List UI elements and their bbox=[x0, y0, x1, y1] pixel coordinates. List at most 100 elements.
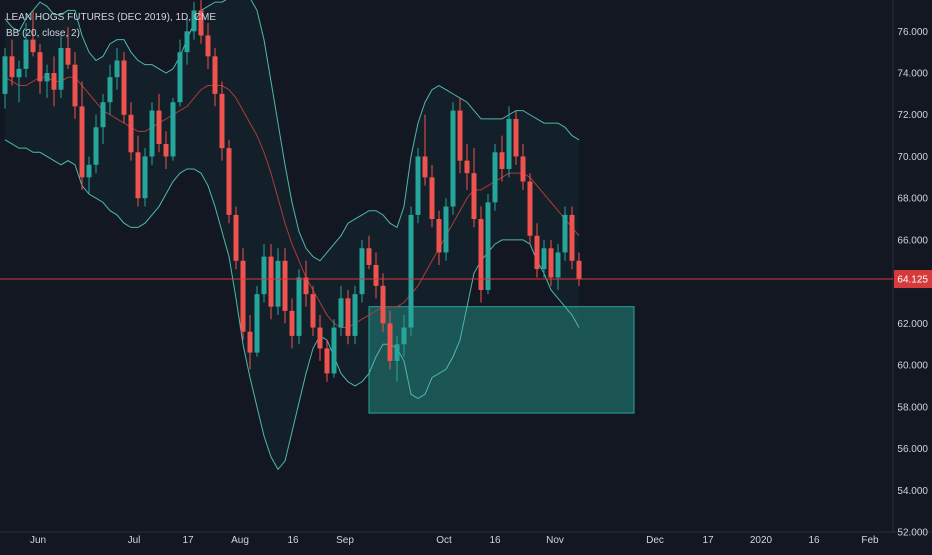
time-tick-label: 16 bbox=[287, 535, 299, 546]
candle-body bbox=[9, 56, 15, 78]
candle-body bbox=[303, 277, 309, 295]
candle-body bbox=[345, 298, 351, 336]
candle-body bbox=[65, 47, 71, 65]
candle-body bbox=[233, 214, 239, 261]
candle-body bbox=[541, 248, 547, 270]
candle-body bbox=[86, 164, 92, 178]
time-tick-label: 16 bbox=[489, 535, 501, 546]
price-tick-label: 60.000 bbox=[897, 361, 928, 372]
candle-body bbox=[548, 248, 554, 278]
candle-body bbox=[380, 285, 386, 324]
candle-body bbox=[128, 114, 134, 153]
candle-body bbox=[163, 143, 169, 157]
candle-body bbox=[492, 152, 498, 203]
time-tick-label: 17 bbox=[182, 535, 194, 546]
candle-body bbox=[527, 181, 533, 236]
candle-body bbox=[338, 298, 344, 328]
candle-body bbox=[275, 260, 281, 307]
time-tick-label: Jun bbox=[30, 535, 46, 546]
chart-legend: LEAN HOGS FUTURES (DEC 2019), 1D, CME BB… bbox=[6, 10, 216, 42]
candle-body bbox=[198, 10, 204, 36]
candle-body bbox=[429, 177, 435, 220]
candle-body bbox=[268, 256, 274, 307]
candle-body bbox=[310, 294, 316, 328]
candle-body bbox=[373, 264, 379, 286]
price-tick-label: 62.000 bbox=[897, 319, 928, 330]
candle-body bbox=[331, 327, 337, 374]
candle-body bbox=[2, 56, 8, 94]
price-tick-label: 70.000 bbox=[897, 152, 928, 163]
candle-body bbox=[401, 327, 407, 345]
time-tick-label: 17 bbox=[702, 535, 714, 546]
candle-body bbox=[534, 235, 540, 270]
indicator-label: BB (20, close, 2) bbox=[6, 28, 80, 39]
candle-body bbox=[100, 102, 106, 128]
candle-body bbox=[261, 256, 267, 295]
last-price-badge bbox=[894, 270, 932, 289]
candle-body bbox=[184, 31, 190, 53]
candle-body bbox=[366, 248, 372, 265]
candle-body bbox=[23, 39, 29, 69]
candle-body bbox=[513, 118, 519, 157]
candle-body bbox=[72, 64, 78, 107]
candle-body bbox=[457, 110, 463, 161]
time-tick-label: Aug bbox=[231, 535, 249, 546]
price-tick-label: 56.000 bbox=[897, 444, 928, 455]
candle-body bbox=[282, 260, 288, 311]
time-tick-label: 16 bbox=[808, 535, 820, 546]
candle-body bbox=[219, 93, 225, 149]
symbol-title: LEAN HOGS FUTURES (DEC 2019), 1D, CME bbox=[6, 12, 217, 23]
time-tick-label: Feb bbox=[861, 535, 879, 546]
price-tick-label: 66.000 bbox=[897, 235, 928, 246]
candle-body bbox=[569, 214, 575, 261]
candle-body bbox=[156, 110, 162, 144]
candle-body bbox=[422, 156, 428, 178]
price-tick-label: 52.000 bbox=[897, 528, 928, 539]
candle-body bbox=[317, 327, 323, 349]
candle-body bbox=[79, 106, 85, 178]
candle-body bbox=[408, 214, 414, 328]
candle-body bbox=[58, 47, 64, 90]
candle-body bbox=[170, 102, 176, 157]
candle-body bbox=[240, 260, 246, 332]
candle-body bbox=[93, 127, 99, 165]
candle-body bbox=[254, 294, 260, 353]
candle-body bbox=[562, 214, 568, 253]
candle-body bbox=[107, 77, 113, 103]
last-price-label: 64.125 bbox=[897, 275, 928, 286]
time-tick-label: Sep bbox=[336, 535, 354, 546]
candle-body bbox=[520, 156, 526, 182]
time-tick-label: Oct bbox=[436, 535, 452, 546]
candle-body bbox=[44, 73, 50, 82]
candle-body bbox=[555, 252, 561, 278]
price-tick-label: 74.000 bbox=[897, 69, 928, 80]
candle-body bbox=[114, 60, 120, 78]
candle-body bbox=[51, 73, 57, 90]
candle-body bbox=[450, 110, 456, 207]
price-tick-label: 76.000 bbox=[897, 27, 928, 38]
price-tick-label: 68.000 bbox=[897, 194, 928, 205]
price-tick-label: 54.000 bbox=[897, 486, 928, 497]
candle-body bbox=[149, 110, 155, 157]
candle-body bbox=[205, 35, 211, 57]
candle-body bbox=[30, 39, 36, 53]
candle-body bbox=[436, 219, 442, 253]
time-tick-label: Jul bbox=[128, 535, 141, 546]
candle-body bbox=[471, 173, 477, 220]
candle-body bbox=[177, 52, 183, 103]
candle-body bbox=[478, 219, 484, 290]
candle-body bbox=[16, 68, 22, 78]
candle-body bbox=[359, 248, 365, 295]
price-tick-label: 72.000 bbox=[897, 110, 928, 121]
candle-body bbox=[212, 56, 218, 94]
candle-body bbox=[415, 156, 421, 215]
candle-body bbox=[289, 310, 295, 336]
bollinger-upper-line bbox=[4, 0, 580, 262]
candle-body bbox=[352, 294, 358, 336]
candle-body bbox=[464, 160, 470, 174]
candle-body bbox=[443, 206, 449, 253]
candle-body bbox=[296, 277, 302, 336]
